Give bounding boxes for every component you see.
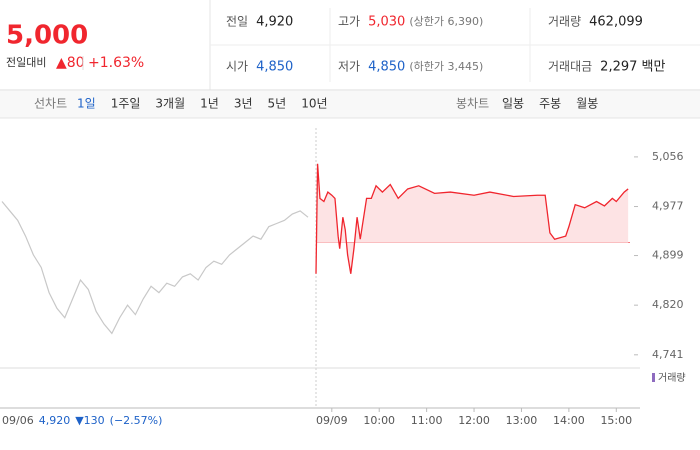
footer-info: 09/06	[2, 414, 34, 427]
price-line	[315, 163, 629, 274]
stat-value: 4,850	[256, 60, 293, 75]
y-tick-label: 4,820	[652, 298, 684, 311]
tab-bar	[0, 91, 700, 118]
stat-label: 저가	[338, 60, 360, 74]
tab[interactable]: 주봉	[539, 97, 561, 111]
x-tick-label: 09/09	[316, 414, 348, 427]
stat-note: (상한가 6,390)	[409, 15, 483, 28]
y-tick-label: 5,056	[652, 150, 684, 163]
stat-label: 고가	[338, 15, 360, 29]
tab-group-label: 봉차트	[456, 97, 489, 111]
change-rate: +1.63%	[88, 55, 144, 71]
footer-info: ▼130	[75, 414, 104, 427]
x-tick-label: 14:00	[553, 414, 585, 427]
stat-value: 462,099	[589, 15, 643, 30]
tab[interactable]: 3개월	[155, 97, 185, 111]
stat-label: 전일	[226, 15, 248, 29]
tab[interactable]: 1주일	[111, 97, 141, 111]
stat-label: 거래량	[548, 15, 581, 29]
y-tick-label: 4,977	[652, 200, 684, 213]
x-tick-label: 13:00	[506, 414, 538, 427]
previous-day-line	[1, 201, 309, 335]
x-tick-label: 15:00	[600, 414, 632, 427]
stat-value: 5,030	[368, 15, 405, 30]
tab[interactable]: 월봉	[576, 97, 598, 111]
tab[interactable]: 1년	[200, 97, 219, 111]
price: 5,000	[6, 21, 88, 51]
change-label: 전일대비	[6, 55, 46, 69]
stat-value: 2,297 백만	[600, 60, 665, 75]
tab[interactable]: 10년	[301, 97, 327, 111]
footer-info: (−2.57%)	[110, 414, 163, 427]
stat-note: (하한가 3,445)	[409, 59, 483, 73]
tab[interactable]: 3년	[234, 97, 253, 111]
tab[interactable]: 1일	[77, 97, 96, 111]
y-tick-label: 4,899	[652, 249, 684, 262]
stat-value: 4,920	[256, 15, 293, 30]
legend-swatch	[652, 373, 655, 382]
stat-label: 거래대금	[548, 60, 592, 74]
x-tick-label: 11:00	[411, 414, 443, 427]
tab-group-label: 선차트	[34, 97, 67, 111]
tab[interactable]: 일봉	[502, 97, 524, 111]
y-tick-label: 4,741	[652, 348, 684, 361]
change: ▲80	[56, 55, 85, 71]
stat-value: 4,850	[368, 60, 405, 75]
x-tick-label: 10:00	[363, 414, 395, 427]
stat-label: 시가	[226, 60, 248, 74]
legend-label: 거래량	[658, 372, 686, 384]
x-tick-label: 12:00	[458, 414, 490, 427]
tab[interactable]: 5년	[268, 97, 287, 111]
footer-info: 4,920	[39, 414, 71, 427]
